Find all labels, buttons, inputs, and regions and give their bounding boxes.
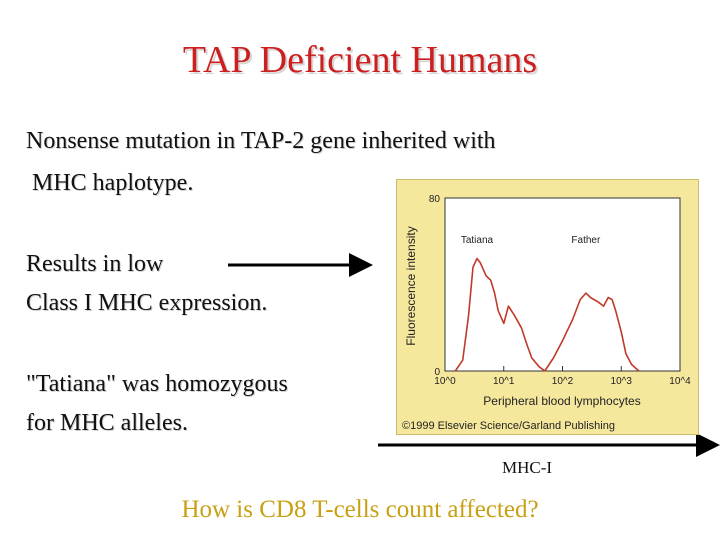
flow-histogram: 10^0 10^1 10^2 10^3 10^4 0 80 Tatiana Father Flu… [404, 194, 691, 408]
figure-credit: ©1999 Elsevier Science/Garland Publishin… [402, 420, 615, 432]
bullet-text-line-5: "Tatiana" was homozygous [26, 371, 288, 397]
x-tick-label: 10^2 [552, 376, 574, 387]
question-text: How is CD8 T-cells count affected? [181, 496, 539, 523]
bullet-text-line-1: Nonsense mutation in TAP-2 gene inherite… [26, 128, 496, 154]
x-tick-label: 10^1 [493, 376, 515, 387]
mhc-axis-label: MHC-I [502, 458, 553, 477]
bullet-text-line-3: Results in low [26, 251, 164, 277]
bullet-text-line-2: MHC haplotype. [26, 170, 194, 196]
peak-label: Tatiana [461, 235, 494, 246]
x-tick-label: 10^4 [669, 376, 691, 387]
bullet-text-line-6: for MHC alleles. [26, 410, 188, 436]
x-tick-label: 10^0 [434, 376, 456, 387]
x-axis-label: Peripheral blood lymphocytes [483, 394, 640, 408]
y-axis-label: Fluorescence intensity [404, 226, 418, 345]
peak-label: Father [571, 235, 601, 246]
series-trace-tatiana [454, 257, 546, 372]
bullet-text-line-4: Class I MHC expression. [26, 290, 268, 316]
histogram-figure: 10^0 10^1 10^2 10^3 10^4 0 80 Tatiana Father Flu… [396, 179, 699, 435]
y-tick-label: 0 [434, 367, 440, 378]
x-tick-label: 10^3 [611, 376, 633, 387]
series-trace-father [544, 292, 640, 372]
slide-title: TAP Deficient Humans [182, 39, 538, 81]
y-tick-label: 80 [429, 194, 441, 205]
plot-area [444, 197, 681, 372]
